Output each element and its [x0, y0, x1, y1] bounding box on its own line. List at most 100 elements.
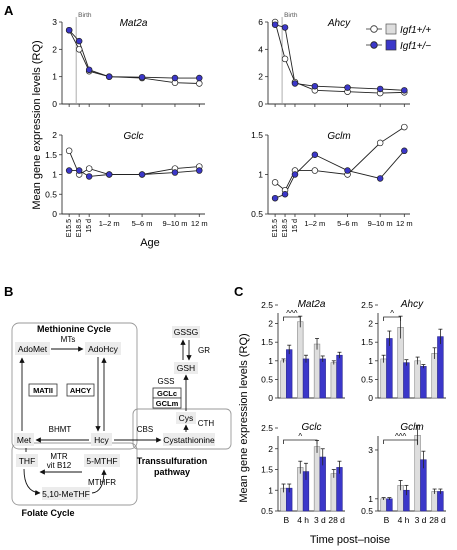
chart-3-y-tick-label: 0.5 [45, 189, 57, 199]
chart-6-significance-label: ^ [390, 309, 394, 318]
chart-5-y-tick-label: 0 [268, 393, 273, 403]
chart-2-point-wt [281, 55, 289, 63]
chart-4-title: Gclm [327, 131, 350, 142]
legend-het-label: Igf1+/− [400, 41, 431, 52]
chart-3-title: Gclc [124, 131, 144, 142]
chart-6-y-tick-label: 0.5 [361, 374, 373, 384]
chart-5-bar-wt [280, 360, 287, 399]
adomet-node: AdoMet [18, 344, 48, 354]
folate-cycle-title: Folate Cycle [21, 508, 74, 518]
chart-7-y-tick-label: 1 [268, 485, 273, 495]
chart-4-point-het [311, 151, 319, 159]
chart-6-bar-het [437, 336, 444, 399]
chart-2-y-tick-label: 4 [258, 44, 263, 54]
chart-2-point-het [311, 82, 319, 90]
gclm-node: GCLm [156, 399, 179, 408]
met-node: Met [17, 435, 32, 445]
panel-a-xlabel: Age [140, 237, 160, 249]
panel-label-b: B [4, 284, 13, 299]
chart-3-point-het [65, 167, 73, 174]
chart-7-y-tick-label: 1.5 [261, 465, 273, 475]
chart-4-point-wt [376, 139, 384, 147]
chart-6-bar-wt [414, 360, 421, 399]
chart-1-point-het [171, 74, 179, 82]
chart-8-significance-label: ^^^ [395, 432, 407, 441]
chart-6-y-tick-label: 2 [368, 319, 373, 329]
chart-4-point-wt [311, 167, 319, 174]
mthf510-to-mthf5-arrow [91, 469, 107, 494]
chart-7-y-tick-label: 2 [268, 444, 273, 454]
chart-8-bar-het [437, 491, 444, 512]
chart-3-y-tick-label: 0 [52, 209, 57, 219]
chart-1-birth-label: Birth [78, 12, 92, 19]
chart-4-x-tick-label: 12 m [396, 219, 413, 228]
chart-4-y-tick-label: 1 [258, 170, 263, 180]
chart-4-y-tick-label: 0.5 [251, 209, 263, 219]
cys-node: Cys [179, 413, 194, 423]
chart-4-point-het [344, 167, 351, 174]
transsulfuration-title-1: Transsulfuration [137, 456, 208, 466]
chart-3-point-het [85, 173, 93, 180]
mthf5-node-bg [84, 454, 120, 467]
chart-3-point-het [138, 171, 146, 178]
chart-8-bar-het [386, 498, 393, 512]
chart-5-y-tick-label: 2.5 [261, 300, 273, 310]
chart-8-title: Gclm [400, 422, 423, 433]
chart-1-y-tick-label: 3 [52, 17, 57, 27]
chart-8-x-tick-label: B [384, 515, 390, 525]
chart-2-birth-label: Birth [284, 12, 298, 19]
pathway-diagram: Methionine Cycle Folate Cycle Transsulfu… [11, 322, 232, 518]
chart-1-title: Mat2a [120, 18, 148, 29]
chart-8-y-tick-label: 1 [368, 494, 373, 504]
mthfr-label: MTHFR [88, 478, 116, 487]
gclm-node-box [152, 397, 182, 409]
chart-1-point-het [75, 37, 83, 45]
chart-5-bar-het [302, 358, 310, 399]
chart-4-point-het [291, 171, 299, 178]
adomet-node-bg [15, 342, 50, 355]
chart-2-title: Ahcy [327, 18, 351, 29]
chart-6-y-tick-label: 2.5 [361, 300, 373, 310]
chart-4-x-tick-label: E15.5 [272, 219, 279, 237]
chart-3-x-tick-label: 12 m [191, 219, 208, 228]
legend-wt-circle-marker [370, 25, 378, 33]
chart-7-x-tick-label: 28 d [328, 515, 345, 525]
chart-6-bar-wt [431, 353, 438, 399]
chart-5-bar-het [319, 358, 326, 399]
chart-2-point-het [344, 84, 351, 91]
thf-node-bg [16, 454, 38, 467]
chart-1-point-het [105, 73, 113, 80]
vit-b12-label: vit B12 [47, 461, 72, 470]
chart-6-bar-het [403, 362, 410, 399]
chart-4-point-het [281, 191, 289, 198]
mthf5-node: 5-MTHF [86, 456, 117, 466]
cystathionine-node: Cystathionine [163, 435, 215, 445]
chart-3-point-wt [85, 165, 93, 172]
chart-6-title: Ahcy [400, 299, 424, 310]
chart-4-x-tick-label: 15 d [292, 219, 299, 233]
cbs-label: CBS [137, 425, 153, 434]
chart-5-y-tick-label: 1 [268, 356, 273, 366]
chart-8-x-tick-label: 3 d [415, 515, 427, 525]
chart-3-x-tick-label: 5–6 m [132, 219, 153, 228]
chart-4-point-wt [401, 123, 408, 131]
chart-4-x-tick-label: 9–10 m [368, 219, 393, 228]
chart-7-bar-wt [330, 473, 337, 512]
chart-3-point-het [196, 167, 203, 174]
chart-3-y-tick-label: 1.5 [45, 150, 57, 160]
chart-7-x-tick-label: 4 h [297, 515, 309, 525]
chart-8-bar-wt [380, 498, 387, 512]
panel-label-a: A [4, 3, 14, 18]
chart-5-y-tick-label: 1.5 [261, 337, 273, 347]
matii-node-box [28, 383, 58, 397]
panel-label-c: C [234, 284, 244, 299]
chart-7-bar-wt [297, 467, 304, 512]
chart-2-point-het [271, 21, 279, 28]
chart-7-title: Gclc [302, 422, 322, 433]
chart-8-x-tick-label: 4 h [398, 515, 410, 525]
chart-5-bar-het [286, 349, 293, 399]
chart-4-x-tick-label: 1–2 m [304, 219, 325, 228]
charts-layer: Mat2a 0 1 2 3 Birth Ahcy 0 2 4 6 Birth Gclc 0 0.5 1 1.5 2… [45, 12, 446, 525]
chart-5-bar-het [336, 354, 343, 399]
